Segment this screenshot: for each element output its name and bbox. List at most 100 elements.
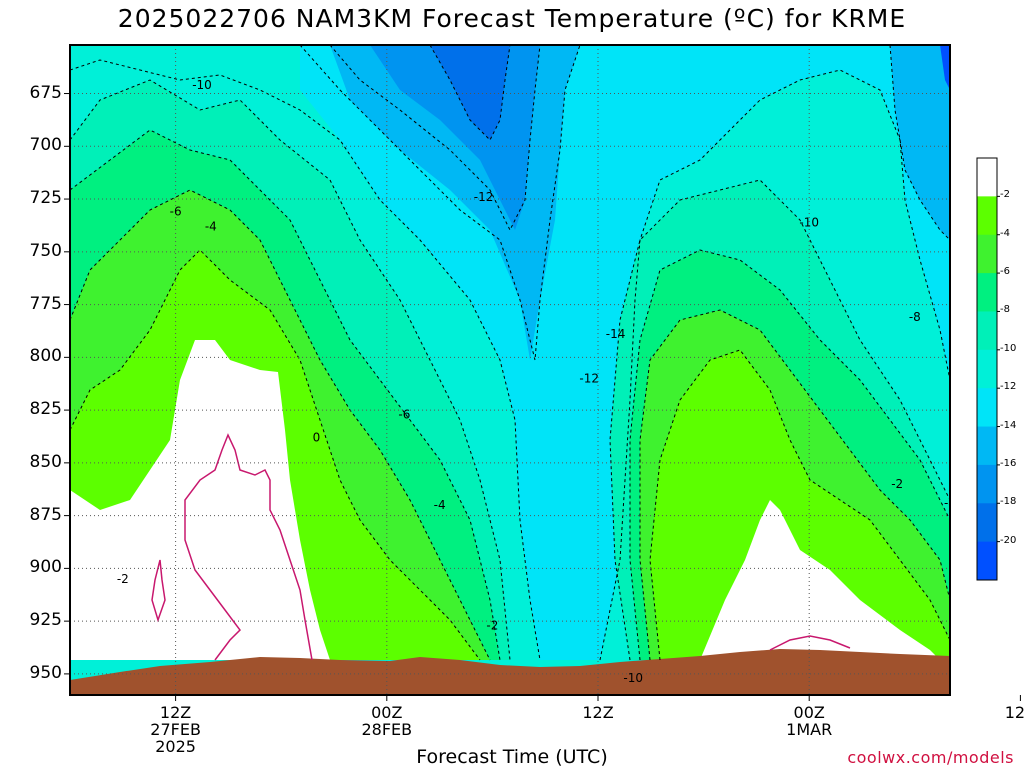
chart-title: 2025022706 NAM3KM Forecast Temperature (… [117,4,907,33]
y-tick-label: 750 [29,240,62,261]
y-tick-label: 950 [29,662,62,683]
contour-minus8-left [70,79,511,661]
x-ticks [175,695,1021,701]
x-tick-label-line1: 12Z [582,703,614,722]
y-tick-label: 925 [29,610,62,631]
contour-label: -10 [192,78,212,92]
contour-minus8-right [609,179,950,661]
y-tick-label: 675 [29,82,62,103]
x-tick-label: 12Z 27FEB 2025 [131,704,221,755]
x-tick-label-line2: 1MAR [786,720,833,739]
contour-label: -8 [909,310,921,324]
contour-label: -2 [891,477,903,491]
contour-minus4-left [70,189,491,661]
colorbar-label: -18 [1000,496,1017,508]
contour-label: -6 [398,407,410,421]
x-tick-label-line3: 2025 [155,737,196,756]
colorbar-label: -14 [1000,419,1017,431]
y-tick-label: 825 [29,399,62,420]
colorbar-label: -12 [1000,381,1017,393]
contour-minus2-right [649,349,950,661]
x-tick-label-line1: 00Z [371,703,403,722]
x-tick-label-line1: 12Z [1004,703,1024,722]
colorbar-swatch [977,311,997,351]
contour-lines [70,45,950,661]
colorbar-label: -2 [1000,189,1010,201]
x-tick-label-line2: 28FEB [361,720,413,739]
colorbar-frame [976,157,998,581]
zero-contour-small [151,559,166,623]
contour-label: -4 [205,219,217,233]
x-tick-label-line2: 27FEB [150,720,201,739]
zero-contours [151,433,851,661]
colorbar-swatch [977,234,997,274]
x-tick-label: 00Z 1MAR [764,704,854,738]
contour-label: -14 [606,327,626,341]
x-tick-label: 00Z 28FEB [342,704,432,738]
contour-minus12 [299,45,581,361]
colorbar-swatch [977,503,997,543]
y-tick-label: 700 [29,135,62,156]
y-tick-label: 900 [29,557,62,578]
contour-minus14-right [889,45,950,241]
contour-label: -12 [579,371,599,385]
colorbar-label: -16 [1000,457,1017,469]
x-tick-label: 12Z [553,704,643,721]
band-minus14-right [890,45,950,240]
colorbar-swatch [977,349,997,389]
contour-minus4-right [639,309,950,661]
y-ticks [64,93,70,675]
gridlines [70,45,950,695]
x-tick-label-line1: 12Z [159,703,192,722]
colorbar-swatch [977,388,997,428]
y-tick-label: 775 [29,293,62,314]
y-tick-label: 850 [29,451,62,472]
contour-label: -12 [1011,272,1024,286]
x-axis-title: Forecast Time (UTC) [416,746,608,768]
colorbar-swatch [977,273,997,312]
colorbar-swatch [977,464,997,504]
zero-contour-left [184,433,313,661]
contour-label: -2 [486,618,498,632]
contour-label: -2 [117,572,129,586]
band-above-minus2-right [700,500,940,660]
band-above-minus2 [70,340,330,660]
contour-label: -4 [944,496,956,510]
y-tick-label: 800 [29,346,62,367]
band-minus20 [940,45,950,90]
x-tick-label-line1: 00Z [793,703,825,722]
colorbar-label: -4 [1000,227,1010,239]
colorbar-swatch [977,158,997,197]
band-minus2-right [650,350,950,660]
y-tick-label: 875 [29,504,62,525]
band-minus18 [430,45,510,140]
contour-label: -10 [623,671,643,685]
zero-contour-right [769,635,851,651]
colorbar-label: -8 [1000,304,1010,316]
contour-label: -4 [434,498,446,512]
contour-minus2-left [70,249,481,661]
contour-label: 0 [313,431,321,445]
contour-minus16 [429,45,511,141]
colorbar-swatch [977,541,997,581]
contour-minus10-right [599,69,950,661]
colorbar-label: -10 [1000,342,1017,354]
colorbar-swatch [977,196,997,236]
x-tick-label: 12Z [975,704,1024,721]
temperature-field: -10-6-4-12-14-12-60-4-2-2-10-10-8-12-14-… [70,45,1024,695]
colorbar-label: -20 [1000,534,1017,546]
y-tick-label: 725 [29,188,62,209]
colorbar-label: -6 [1000,266,1010,278]
contour-label: -12 [474,190,494,204]
credit-text: coolwx.com/models [847,748,1014,767]
contour-label: -10 [799,215,819,229]
contour-minus14 [329,45,541,232]
plot-frame [69,44,951,696]
contour-minus6-left [70,129,501,661]
terrain [70,649,950,695]
colorbar [976,157,1000,581]
contour-labels: -10-6-4-12-14-12-60-4-2-2-10-10-8-12-14-… [117,78,1024,685]
colorbar-swatch [977,426,997,466]
contour-label: -6 [170,205,182,219]
